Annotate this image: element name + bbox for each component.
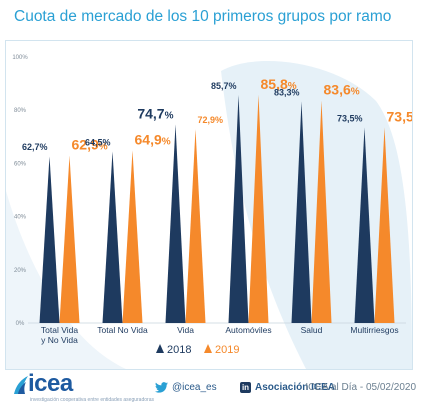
data-label-2019: 73,5%: [387, 108, 413, 124]
linkedin-name: Asociación ICEA: [255, 382, 336, 393]
linkedin-icon: in: [240, 382, 251, 393]
y-tick-label: 20%: [14, 268, 27, 274]
data-label-2019: 64,9%: [135, 131, 171, 147]
chart-title: Cuota de mercado de los 10 primeros grup…: [14, 8, 392, 25]
legend-marker-2018: [156, 344, 164, 353]
data-label-2018: 85,7%: [211, 81, 237, 91]
x-tick-label: Automóviles: [225, 325, 271, 335]
data-label-2018: 62,7%: [22, 142, 48, 152]
x-tick-label: Salud: [301, 325, 323, 335]
bar-2019: [311, 100, 332, 324]
twitter-icon: [155, 382, 168, 393]
bar-2018: [228, 95, 249, 323]
twitter-handle: @icea_es: [172, 382, 217, 393]
bar-2018: [291, 101, 312, 323]
chart-frame: 0% 20% 40% 60% 80% 100% Total Vida y No Vida Tot…: [5, 40, 413, 370]
linkedin-link[interactable]: in Asociación ICEA: [240, 382, 335, 393]
data-label-2018: 83,3%: [274, 87, 300, 97]
legend-marker-2019: [204, 344, 212, 353]
x-tick-label: Vida: [177, 325, 194, 335]
bar-2019: [59, 155, 80, 323]
icea-logo-text: icea: [28, 370, 73, 397]
bar-2019: [374, 127, 395, 324]
x-tick-label: Multirriesgos: [350, 325, 398, 335]
data-label-2019: 62,9%: [72, 137, 108, 153]
data-label-2019: 83,6%: [324, 82, 360, 98]
data-label-2018: 73,5%: [337, 113, 363, 123]
twitter-link[interactable]: @icea_es: [155, 382, 217, 393]
icea-logo-subtitle: investigación cooperativa entre entidade…: [30, 397, 154, 403]
data-label-2019: 72,9%: [198, 115, 224, 125]
x-tick-label: y No Vida: [41, 335, 78, 345]
y-tick-label: 80%: [14, 108, 27, 114]
legend-label-2018: 2018: [167, 344, 191, 356]
data-label-2018: 64,5%: [85, 137, 111, 147]
y-tick-label: 60%: [14, 161, 27, 167]
y-tick-label: 40%: [14, 215, 27, 221]
x-tick-label: Total No Vida: [97, 325, 148, 335]
bar-2019: [122, 150, 143, 323]
bar-2019: [248, 94, 269, 323]
background-shape: [6, 191, 126, 369]
bar-2019: [185, 129, 206, 323]
x-tick-label: Total Vida: [41, 325, 78, 335]
y-tick-label: 0%: [16, 321, 25, 327]
legend-label-2019: 2019: [215, 344, 239, 356]
bar-2018: [102, 151, 123, 323]
footer: icea investigación cooperativa entre ent…: [0, 370, 428, 413]
bar-2018: [165, 124, 186, 323]
bar-2018: [354, 127, 375, 324]
y-tick-label: 100%: [12, 55, 28, 61]
date-stamp: ICEA al Día - 05/02/2020: [305, 382, 416, 393]
bar-2018: [39, 156, 60, 323]
data-label-2019: 85,8%: [261, 76, 297, 92]
data-label-2018: 74,7%: [137, 105, 173, 121]
icea-logo-icon: [14, 376, 28, 394]
